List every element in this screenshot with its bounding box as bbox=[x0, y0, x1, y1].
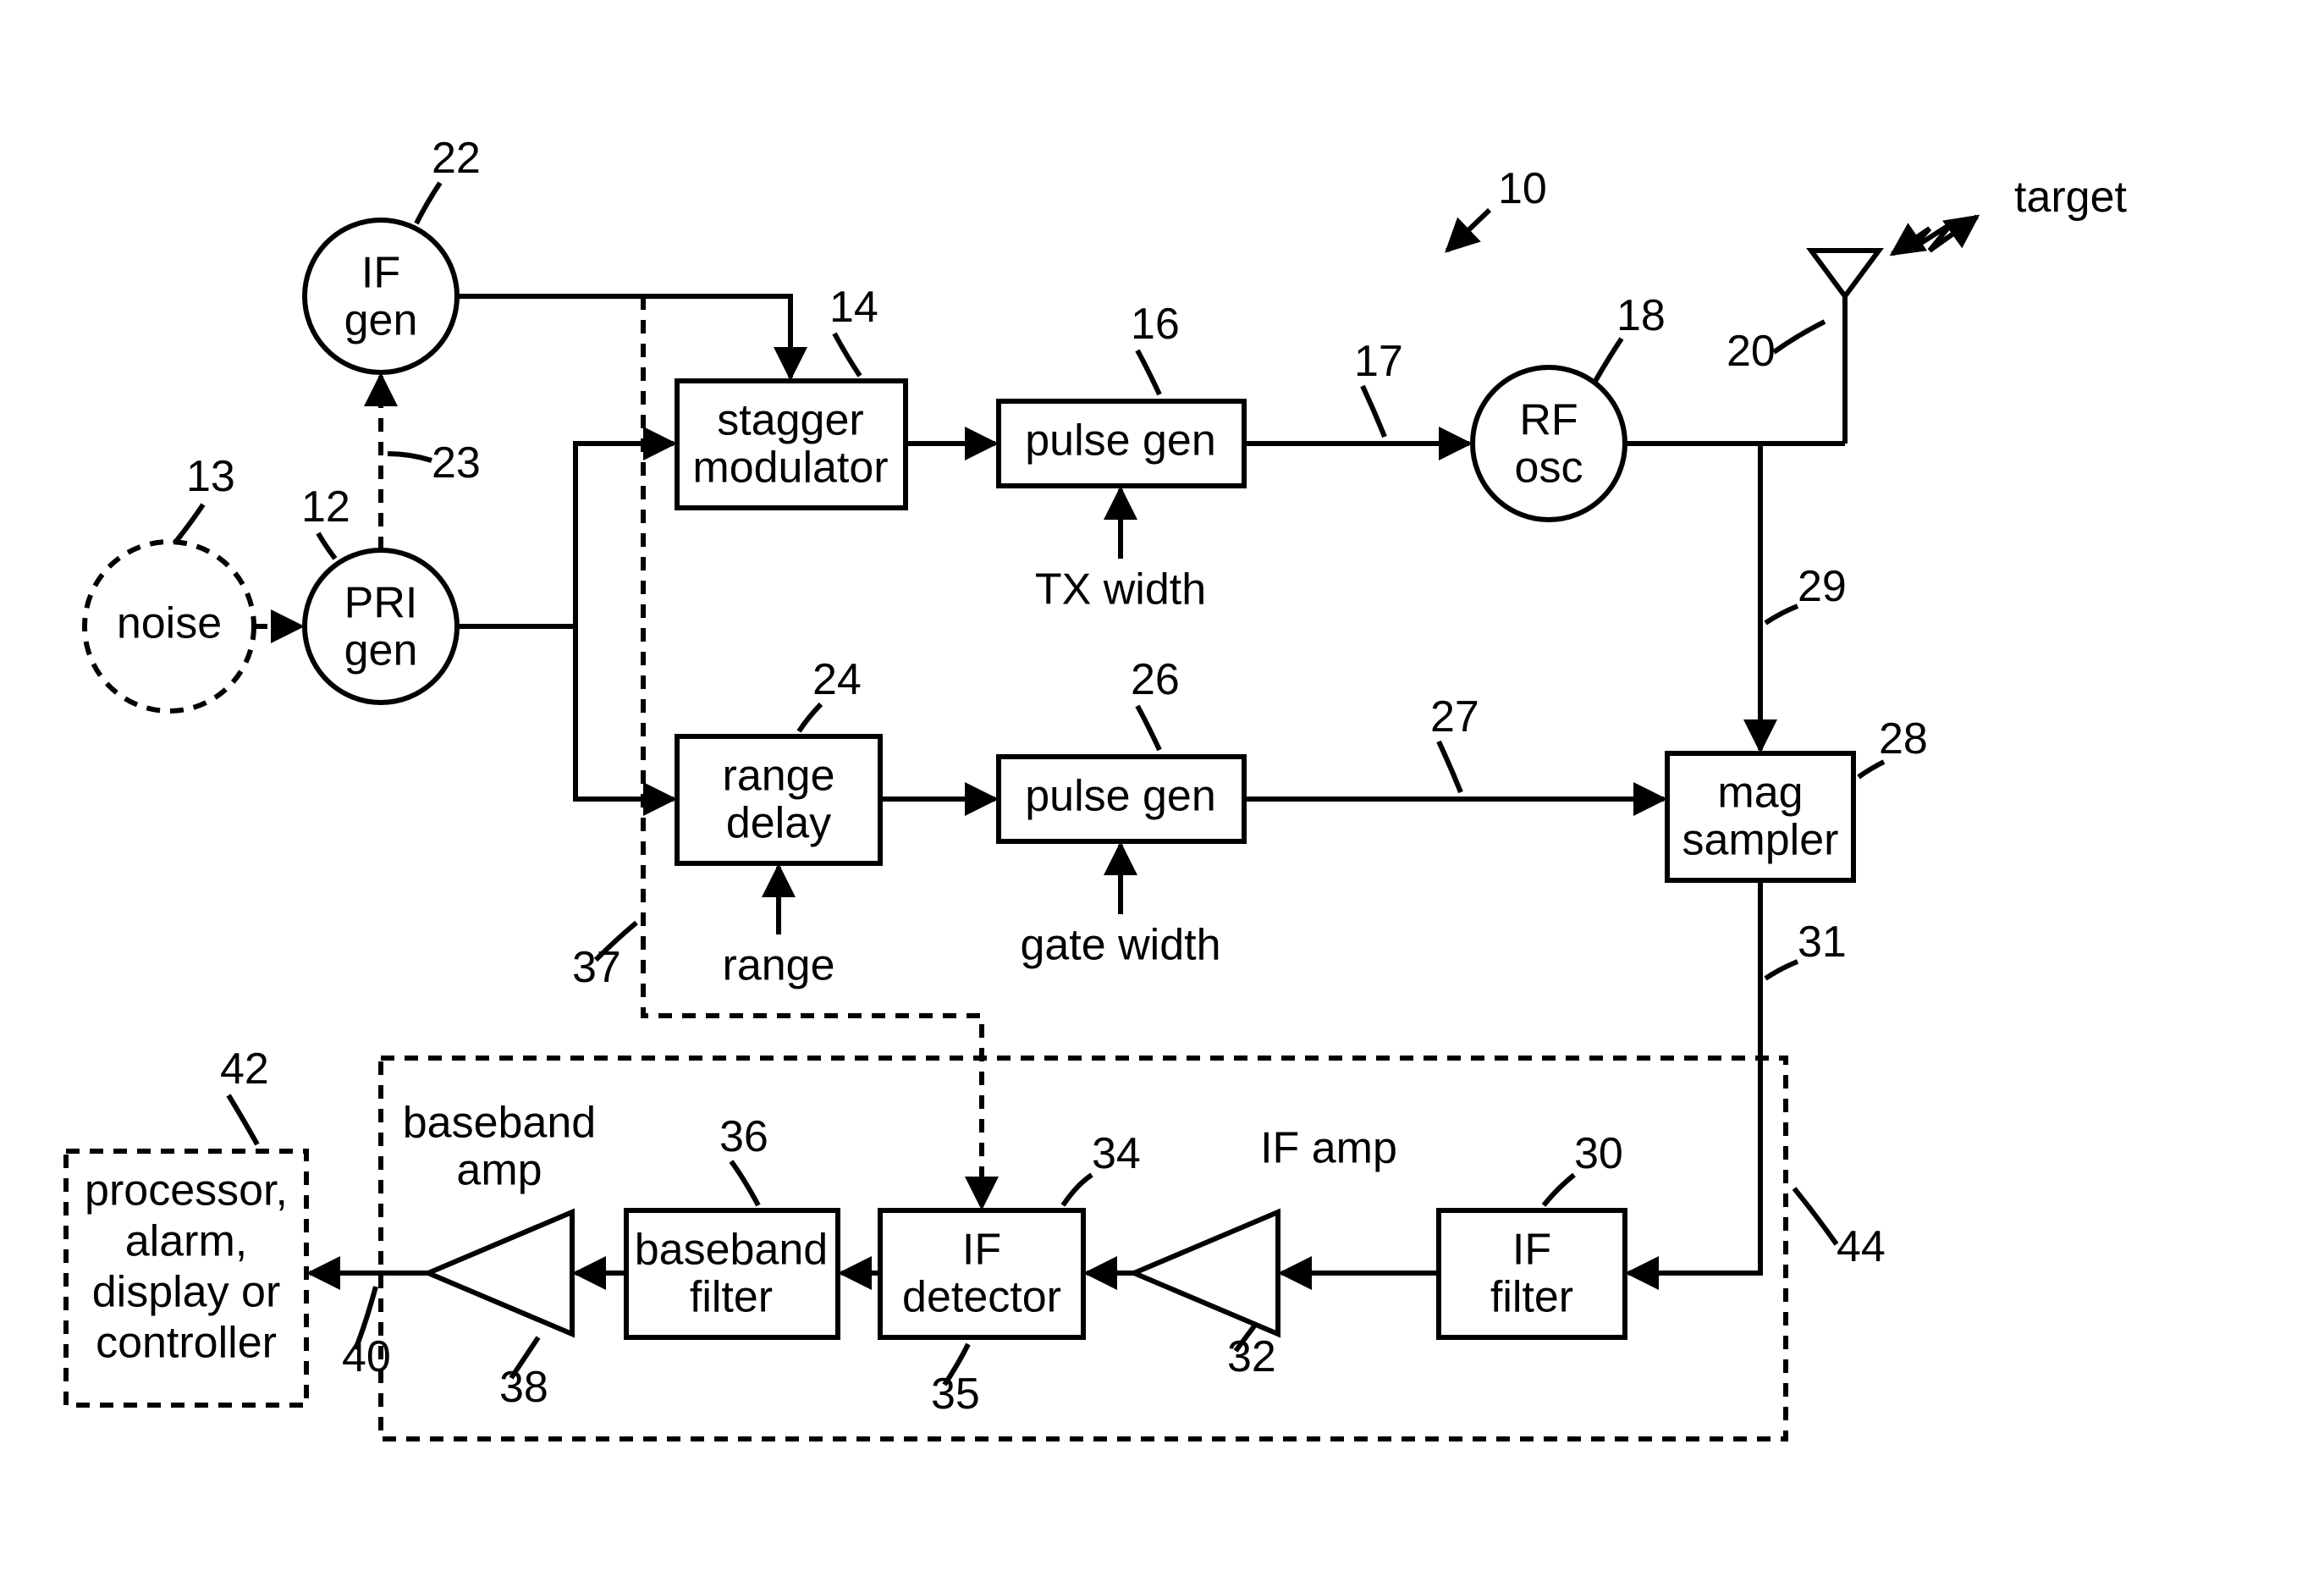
noise-label: noise bbox=[117, 599, 222, 648]
range-label: range bbox=[723, 941, 835, 990]
ref-31: 31 bbox=[1798, 918, 1847, 967]
edge-31 bbox=[1628, 880, 1760, 1273]
ref-29: 29 bbox=[1798, 562, 1847, 611]
target-label: target bbox=[2014, 173, 2128, 222]
ref-14: 14 bbox=[829, 283, 878, 332]
pri-gen-label-2: gen bbox=[344, 626, 418, 675]
processor-label-4: controller bbox=[96, 1319, 277, 1368]
if-filter-label-1: IF bbox=[1512, 1226, 1551, 1275]
ref-17: 17 bbox=[1354, 337, 1403, 386]
pri-gen-label-1: PRI bbox=[344, 579, 418, 628]
rf-osc-label-2: osc bbox=[1515, 444, 1583, 493]
bb-filter-label-2: filter bbox=[690, 1273, 773, 1322]
if-gen-label-1: IF bbox=[361, 249, 400, 298]
target-zigzag bbox=[1892, 217, 1977, 254]
if-det-label-2: detector bbox=[902, 1273, 1061, 1322]
bb-filter-label-1: baseband bbox=[635, 1226, 828, 1275]
ref-34: 34 bbox=[1092, 1129, 1141, 1178]
ref-12: 12 bbox=[301, 482, 350, 532]
edge-ifgen-stagger bbox=[457, 296, 790, 378]
ref-18: 18 bbox=[1616, 291, 1666, 340]
ref-10: 10 bbox=[1498, 164, 1547, 213]
antenna-icon bbox=[1811, 251, 1879, 444]
bb-amp-label-1: baseband bbox=[403, 1099, 596, 1148]
if-amp-label: IF amp bbox=[1260, 1124, 1397, 1173]
ref-23: 23 bbox=[432, 438, 481, 488]
ref-35: 35 bbox=[931, 1370, 980, 1419]
ref-44: 44 bbox=[1837, 1222, 1886, 1271]
ref-36: 36 bbox=[719, 1112, 768, 1161]
mag-label-2: sampler bbox=[1682, 816, 1839, 865]
ref-30: 30 bbox=[1574, 1129, 1623, 1178]
ref-37: 37 bbox=[572, 943, 621, 992]
edge-junction-rangedelay bbox=[575, 626, 674, 799]
ref-13: 13 bbox=[186, 452, 235, 501]
processor-label-1: processor, bbox=[85, 1166, 288, 1215]
block-diagram: processor, alarm, display or controller … bbox=[0, 0, 2324, 1593]
if-det-label-1: IF bbox=[962, 1226, 1001, 1275]
ref-26: 26 bbox=[1131, 655, 1180, 704]
mag-label-1: mag bbox=[1717, 769, 1803, 818]
ref-42: 42 bbox=[220, 1045, 269, 1094]
ref-38: 38 bbox=[499, 1363, 548, 1412]
if-filter-label-2: filter bbox=[1490, 1273, 1573, 1322]
processor-label-2: alarm, bbox=[125, 1217, 247, 1266]
range-delay-label-1: range bbox=[723, 752, 835, 801]
ref-16: 16 bbox=[1131, 300, 1180, 349]
ref-27: 27 bbox=[1430, 692, 1479, 741]
processor-label-3: display or bbox=[92, 1268, 281, 1317]
ref-24: 24 bbox=[812, 655, 862, 704]
pulse-gen-rx-label: pulse gen bbox=[1025, 772, 1216, 821]
ref-20: 20 bbox=[1726, 327, 1776, 376]
bb-amp-label-2: amp bbox=[456, 1146, 542, 1195]
baseband-amp-node bbox=[428, 1212, 572, 1334]
edge-junction-stagger bbox=[575, 444, 674, 626]
gate-width-label: gate width bbox=[1020, 921, 1220, 970]
tx-width-label: TX width bbox=[1035, 565, 1206, 615]
stagger-label-1: stagger bbox=[717, 396, 863, 445]
ref-40: 40 bbox=[342, 1332, 391, 1381]
pulse-gen-tx-label: pulse gen bbox=[1025, 416, 1216, 466]
range-delay-label-2: delay bbox=[726, 799, 831, 848]
if-gen-label-2: gen bbox=[344, 296, 418, 345]
ref-22: 22 bbox=[432, 134, 481, 183]
ref-28: 28 bbox=[1879, 714, 1928, 763]
rf-osc-label-1: RF bbox=[1519, 396, 1578, 445]
ref-32: 32 bbox=[1227, 1332, 1276, 1381]
stagger-label-2: modulator bbox=[692, 444, 888, 493]
if-amp-node bbox=[1134, 1212, 1278, 1334]
